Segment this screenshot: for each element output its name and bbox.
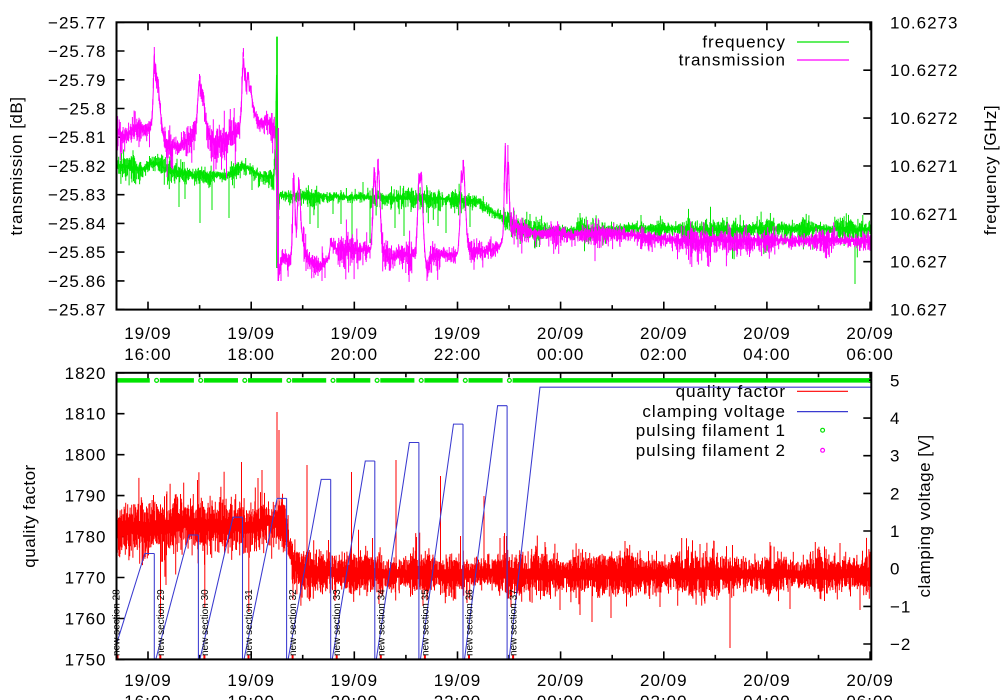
svg-text:frequency: frequency [702, 33, 786, 52]
svg-text:1800: 1800 [65, 446, 107, 465]
svg-text:06:00: 06:00 [846, 345, 894, 364]
svg-text:19/09: 19/09 [124, 671, 172, 690]
svg-text:−25.84: −25.84 [48, 214, 106, 233]
svg-text:1780: 1780 [65, 528, 107, 547]
svg-text:02:00: 02:00 [640, 345, 688, 364]
svg-text:−25.79: −25.79 [48, 71, 106, 90]
svg-text:new section 37: new section 37 [509, 589, 520, 656]
svg-text:16:00: 16:00 [124, 692, 172, 700]
svg-text:19/09: 19/09 [331, 671, 379, 690]
svg-text:20/09: 20/09 [846, 324, 894, 343]
svg-text:new section 33: new section 33 [332, 589, 343, 656]
svg-text:1: 1 [890, 522, 900, 541]
svg-text:−2: −2 [890, 635, 911, 654]
svg-text:1750: 1750 [65, 650, 107, 669]
svg-text:10.6272: 10.6272 [890, 61, 958, 80]
svg-text:0: 0 [890, 560, 900, 579]
svg-text:quality factor: quality factor [20, 464, 39, 567]
svg-text:18:00: 18:00 [227, 692, 275, 700]
svg-text:4: 4 [890, 409, 900, 428]
svg-text:−1: −1 [890, 597, 911, 616]
svg-text:06:00: 06:00 [846, 692, 894, 700]
svg-text:1790: 1790 [65, 487, 107, 506]
svg-text:pulsing filament 1: pulsing filament 1 [636, 421, 786, 440]
svg-text:10.6271: 10.6271 [890, 205, 958, 224]
svg-text:3: 3 [890, 447, 900, 466]
svg-text:20/09: 20/09 [846, 671, 894, 690]
svg-text:−25.81: −25.81 [48, 128, 106, 147]
svg-text:quality factor: quality factor [676, 382, 786, 401]
svg-text:new section 32: new section 32 [288, 589, 299, 656]
svg-text:02:00: 02:00 [640, 692, 688, 700]
svg-text:1760: 1760 [65, 610, 107, 629]
svg-text:18:00: 18:00 [227, 345, 275, 364]
svg-text:new section 30: new section 30 [200, 589, 211, 656]
svg-text:10.6273: 10.6273 [890, 13, 958, 32]
svg-text:16:00: 16:00 [124, 345, 172, 364]
svg-text:new section 34: new section 34 [376, 589, 387, 656]
svg-text:clamping voltage: clamping voltage [642, 402, 786, 421]
svg-text:10.627: 10.627 [890, 301, 948, 320]
svg-text:−25.86: −25.86 [48, 272, 106, 291]
svg-text:20/09: 20/09 [640, 671, 688, 690]
svg-text:00:00: 00:00 [537, 692, 585, 700]
svg-text:19/09: 19/09 [434, 324, 482, 343]
svg-text:20:00: 20:00 [331, 692, 379, 700]
svg-text:transmission [dB]: transmission [dB] [7, 97, 26, 236]
svg-text:1810: 1810 [65, 405, 107, 424]
svg-text:frequency [GHz]: frequency [GHz] [981, 105, 1000, 235]
svg-text:00:00: 00:00 [537, 345, 585, 364]
svg-text:5: 5 [890, 371, 900, 390]
svg-text:10.6271: 10.6271 [890, 157, 958, 176]
svg-text:−25.87: −25.87 [48, 301, 106, 320]
svg-text:2: 2 [890, 484, 900, 503]
svg-text:22:00: 22:00 [434, 692, 482, 700]
svg-text:new section 36: new section 36 [465, 589, 476, 656]
svg-text:19/09: 19/09 [434, 671, 482, 690]
svg-text:19/09: 19/09 [331, 324, 379, 343]
svg-text:20:00: 20:00 [331, 345, 379, 364]
svg-text:−25.8: −25.8 [58, 100, 106, 119]
svg-text:−25.82: −25.82 [48, 157, 106, 176]
svg-text:−25.85: −25.85 [48, 243, 106, 262]
svg-text:−25.83: −25.83 [48, 186, 106, 205]
svg-text:new section 35: new section 35 [420, 589, 431, 656]
svg-text:20/09: 20/09 [537, 671, 585, 690]
svg-text:19/09: 19/09 [227, 324, 275, 343]
svg-text:−25.78: −25.78 [48, 42, 106, 61]
svg-text:20/09: 20/09 [640, 324, 688, 343]
svg-text:04:00: 04:00 [743, 345, 791, 364]
svg-text:20/09: 20/09 [537, 324, 585, 343]
svg-text:1820: 1820 [65, 364, 107, 383]
svg-text:20/09: 20/09 [743, 671, 791, 690]
svg-text:22:00: 22:00 [434, 345, 482, 364]
svg-text:new section 31: new section 31 [244, 589, 255, 656]
svg-text:19/09: 19/09 [227, 671, 275, 690]
svg-text:19/09: 19/09 [124, 324, 172, 343]
svg-text:10.627: 10.627 [890, 253, 948, 272]
svg-text:10.6272: 10.6272 [890, 109, 958, 128]
svg-text:1770: 1770 [65, 569, 107, 588]
svg-text:new section 28: new section 28 [112, 589, 123, 656]
svg-text:clamping voltage [V]: clamping voltage [V] [915, 434, 934, 597]
svg-text:new section 29: new section 29 [156, 589, 167, 656]
svg-text:transmission: transmission [679, 51, 786, 70]
svg-text:pulsing filament 2: pulsing filament 2 [636, 441, 786, 460]
svg-text:04:00: 04:00 [743, 692, 791, 700]
svg-text:−25.77: −25.77 [48, 13, 106, 32]
svg-text:20/09: 20/09 [743, 324, 791, 343]
